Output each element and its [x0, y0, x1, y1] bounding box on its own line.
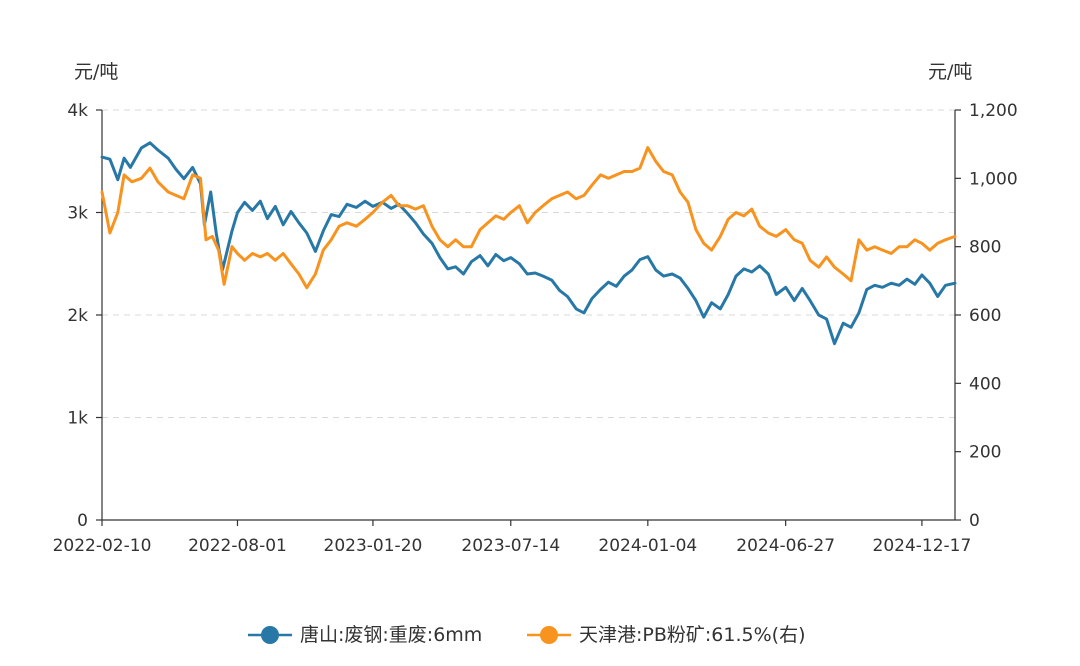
right-axis-ticks: 0 200 400 600 800 1,000 1,200 [955, 101, 1018, 531]
right-tick-label-3: 600 [969, 306, 1001, 326]
x-tick-label-0: 2022-02-10 [53, 536, 152, 556]
left-tick-label-4: 4k [67, 101, 88, 121]
left-tick-label-0: 0 [77, 511, 88, 531]
x-tick-label-6: 2024-12-17 [873, 536, 972, 556]
right-tick-label-1: 200 [969, 443, 1001, 463]
legend-label-0: 唐山:废钢:重废:6mm [300, 624, 482, 646]
x-tick-label-5: 2024-06-27 [736, 536, 835, 556]
legend-item-0[interactable]: 唐山:废钢:重废:6mm [248, 624, 482, 646]
legend-marker-1 [540, 626, 558, 644]
legend-marker-0 [261, 626, 279, 644]
legend: 唐山:废钢:重废:6mm 天津港:PB粉矿:61.5%(右) [248, 624, 805, 646]
right-tick-label-5: 1,000 [969, 169, 1018, 189]
legend-label-1: 天津港:PB粉矿:61.5%(右) [579, 624, 805, 646]
right-tick-label-2: 400 [969, 374, 1001, 394]
x-tick-label-2: 2023-01-20 [324, 536, 423, 556]
legend-item-1[interactable]: 天津港:PB粉矿:61.5%(右) [527, 624, 805, 646]
left-axis-unit: 元/吨 [74, 61, 118, 83]
right-tick-label-0: 0 [969, 511, 980, 531]
series-layer [100, 141, 957, 346]
x-tick-label-1: 2022-08-01 [188, 536, 287, 556]
right-tick-label-6: 1,200 [969, 101, 1018, 121]
left-tick-label-3: 3k [67, 204, 88, 224]
left-axis-ticks: 0 1k 2k 3k 4k [67, 101, 102, 531]
series-line-1 [100, 146, 957, 290]
x-axis-ticks: 2022-02-10 2022-08-01 2023-01-20 2023-07-14… [53, 520, 972, 556]
x-tick-label-3: 2023-07-14 [461, 536, 560, 556]
x-tick-label-4: 2024-01-04 [598, 536, 697, 556]
series-line-0 [100, 141, 957, 346]
right-tick-label-4: 800 [969, 238, 1001, 258]
left-tick-label-2: 2k [67, 306, 88, 326]
right-axis-unit: 元/吨 [928, 61, 972, 83]
left-tick-label-1: 1k [67, 409, 88, 429]
